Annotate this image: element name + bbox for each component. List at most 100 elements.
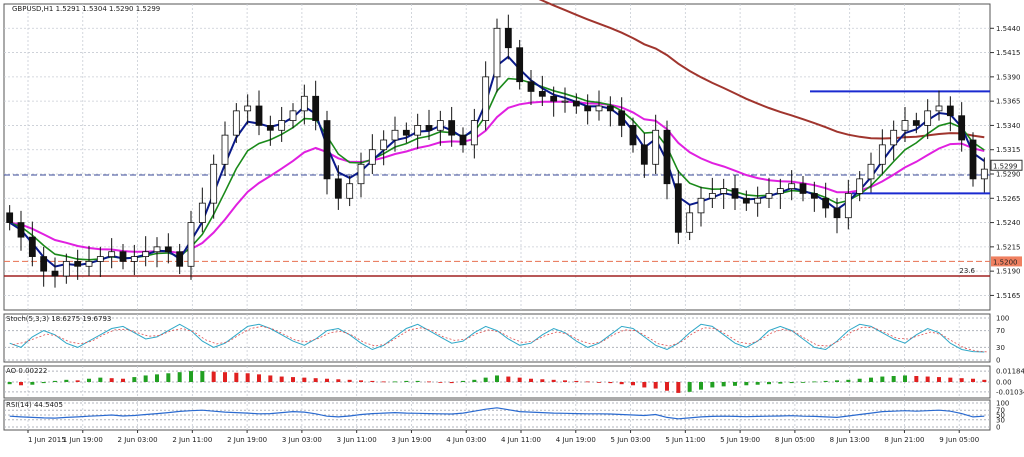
ao-bar — [642, 382, 647, 388]
candle-body — [448, 120, 456, 136]
candle-body — [561, 100, 569, 103]
y-tick-label: 1.5290 — [996, 171, 1021, 179]
candle-body — [266, 125, 274, 131]
x-tick-label: 4 Jun 19:00 — [556, 436, 596, 444]
x-tick-label: 2 Jun 11:00 — [172, 436, 212, 444]
ao-bar — [857, 378, 862, 382]
candle-body — [255, 105, 263, 126]
ao-bar — [302, 377, 307, 382]
candle-body — [6, 212, 14, 223]
x-tick-label: 9 Jun 05:00 — [939, 436, 979, 444]
candle-body — [357, 163, 365, 185]
candle-body — [606, 105, 614, 112]
candle-body — [493, 27, 501, 78]
current-price-box — [990, 159, 1023, 171]
candle-body — [470, 120, 478, 146]
candle-body — [221, 134, 229, 165]
ao-bar — [370, 380, 375, 382]
stoch-label: Stoch(5,3,3) 18.6275 19.6793 — [6, 315, 111, 323]
ao-bar — [891, 376, 896, 382]
ao-bar — [19, 382, 23, 386]
ao-bar — [574, 380, 579, 382]
candle-body — [289, 110, 297, 121]
candle-body — [788, 183, 796, 189]
ao-bar — [245, 373, 250, 382]
candle-body — [980, 168, 988, 180]
ao-bar — [268, 375, 273, 382]
ao-bar — [427, 381, 431, 383]
ao-bar — [393, 381, 397, 383]
ao-bar — [585, 381, 590, 383]
candle-body — [822, 197, 830, 209]
ao-bar — [937, 377, 941, 382]
candle-body — [198, 202, 206, 223]
candle-body — [108, 251, 116, 257]
rsi-label: RSI(14) 44.5405 — [6, 401, 63, 409]
candle-body — [912, 120, 920, 126]
y-tick-label: 1.5315 — [996, 146, 1021, 154]
ao-bar — [336, 379, 341, 382]
ao-bar — [189, 371, 193, 382]
ao-bar — [948, 377, 953, 382]
candle-body — [629, 125, 637, 146]
candle-body — [538, 91, 546, 97]
ao-bar — [291, 377, 295, 382]
fib-label: 23.6 — [959, 267, 975, 275]
y-tick-label: 1.5340 — [996, 122, 1021, 130]
candle-body — [380, 139, 388, 151]
ao-bar — [982, 379, 987, 382]
candle-body — [504, 27, 512, 49]
candle-body — [119, 251, 127, 262]
x-tick-label: 1 Jun 2015 — [28, 436, 66, 444]
ao-bar — [53, 380, 57, 382]
candle-body — [674, 183, 682, 233]
candle-body — [130, 256, 138, 262]
ao-bar — [619, 382, 624, 385]
candle-body — [527, 81, 535, 92]
ao-bar — [608, 382, 613, 384]
ao-pane: 0.01184 0.00-0.01034 — [4, 368, 1024, 396]
candle-body — [391, 129, 399, 141]
candle-body — [924, 110, 932, 126]
ao-bar — [200, 371, 205, 382]
candle-body — [776, 188, 784, 194]
candle-body — [51, 270, 59, 277]
x-tick-label: 1 Jun 19:00 — [63, 436, 103, 444]
candle-body — [436, 120, 444, 131]
ao-bar — [279, 376, 284, 382]
rsi-level-label: 100 — [996, 400, 1009, 408]
ao-bar — [733, 382, 737, 386]
ao-bar — [415, 380, 420, 382]
ao-bar — [665, 382, 669, 391]
ao-bar — [325, 378, 329, 382]
candle-body — [482, 76, 490, 121]
ma-long-brown — [538, 0, 985, 140]
ao-bar — [959, 378, 964, 382]
y-tick-label: 1.5215 — [996, 243, 1021, 251]
y-tick-label: 1.5265 — [996, 195, 1021, 203]
x-tick-label: 4 Jun 03:00 — [446, 436, 486, 444]
candle-body — [232, 110, 240, 136]
candle-body — [62, 261, 70, 277]
ao-bar — [177, 372, 182, 382]
x-tick-label: 8 Jun 13:00 — [830, 436, 870, 444]
candle-body — [323, 120, 331, 180]
candle-body — [844, 193, 852, 219]
candle-body — [765, 193, 773, 199]
ao-bar — [517, 377, 522, 382]
x-tick-label: 3 Jun 11:00 — [337, 436, 377, 444]
ao-bar — [234, 372, 239, 382]
y-tick-label: 1.5390 — [996, 73, 1021, 81]
stoch-level-label: 0 — [996, 357, 1000, 365]
ao-bar — [789, 382, 794, 384]
ao-bar — [869, 377, 873, 382]
ao-bar — [211, 371, 216, 382]
candle-body — [663, 129, 671, 185]
x-tick-label: 4 Jun 11:00 — [501, 436, 541, 444]
candle-body — [720, 188, 728, 194]
ao-bar — [313, 378, 318, 382]
y-tick-label: 1.5440 — [996, 25, 1021, 33]
ao-bar — [767, 382, 771, 385]
candle-body — [742, 197, 750, 204]
